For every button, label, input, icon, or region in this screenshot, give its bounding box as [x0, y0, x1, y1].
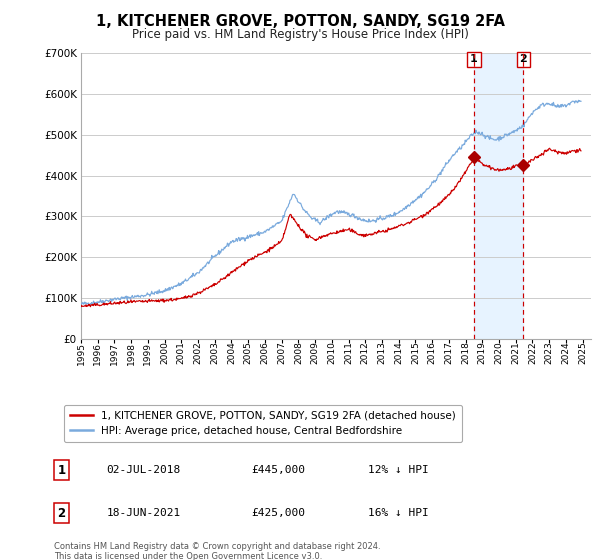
Text: 02-JUL-2018: 02-JUL-2018 [107, 465, 181, 475]
Text: 16% ↓ HPI: 16% ↓ HPI [368, 508, 429, 518]
Text: 1999: 1999 [143, 342, 152, 365]
Text: 2024: 2024 [562, 342, 571, 364]
Text: 2001: 2001 [177, 342, 186, 365]
Text: 1: 1 [470, 54, 478, 64]
Text: 2: 2 [57, 507, 65, 520]
Text: 2023: 2023 [545, 342, 554, 365]
Text: 12% ↓ HPI: 12% ↓ HPI [368, 465, 429, 475]
Text: 2008: 2008 [294, 342, 303, 365]
Text: 2003: 2003 [210, 342, 219, 365]
Text: 2015: 2015 [411, 342, 420, 365]
Text: 2017: 2017 [445, 342, 454, 365]
Text: 1: 1 [57, 464, 65, 477]
Text: 2022: 2022 [528, 342, 537, 364]
Text: 2016: 2016 [428, 342, 437, 365]
Text: 18-JUN-2021: 18-JUN-2021 [107, 508, 181, 518]
Text: 2012: 2012 [361, 342, 370, 365]
Text: £425,000: £425,000 [251, 508, 305, 518]
Text: 2005: 2005 [244, 342, 253, 365]
Text: 1997: 1997 [110, 342, 119, 365]
Text: 2010: 2010 [328, 342, 337, 365]
Text: 2009: 2009 [311, 342, 320, 365]
Text: 2000: 2000 [160, 342, 169, 365]
Text: 1, KITCHENER GROVE, POTTON, SANDY, SG19 2FA: 1, KITCHENER GROVE, POTTON, SANDY, SG19 … [95, 14, 505, 29]
Text: Price paid vs. HM Land Registry's House Price Index (HPI): Price paid vs. HM Land Registry's House … [131, 28, 469, 41]
Text: 2020: 2020 [494, 342, 503, 365]
Text: 2025: 2025 [578, 342, 587, 365]
Text: 2013: 2013 [377, 342, 386, 365]
Text: 1995: 1995 [77, 342, 86, 365]
Text: 2021: 2021 [511, 342, 520, 365]
Text: 2011: 2011 [344, 342, 353, 365]
Text: 2019: 2019 [478, 342, 487, 365]
Bar [474, 53, 523, 339]
Text: 2007: 2007 [277, 342, 286, 365]
Text: 2004: 2004 [227, 342, 236, 365]
Text: 2018: 2018 [461, 342, 470, 365]
Legend: 1, KITCHENER GROVE, POTTON, SANDY, SG19 2FA (detached house), HPI: Average price: 1, KITCHENER GROVE, POTTON, SANDY, SG19 … [64, 404, 463, 442]
Text: 2002: 2002 [194, 342, 203, 365]
Text: Contains HM Land Registry data © Crown copyright and database right 2024.
This d: Contains HM Land Registry data © Crown c… [54, 542, 380, 560]
Text: 1996: 1996 [93, 342, 102, 365]
Text: 2006: 2006 [260, 342, 269, 365]
Text: 2: 2 [520, 54, 527, 64]
Text: 2014: 2014 [394, 342, 403, 365]
Text: 1998: 1998 [127, 342, 136, 365]
Text: £445,000: £445,000 [251, 465, 305, 475]
